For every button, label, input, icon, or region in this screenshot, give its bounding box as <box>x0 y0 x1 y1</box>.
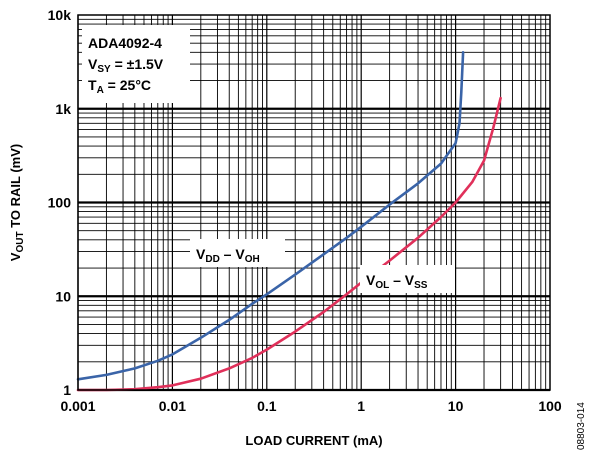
text-part: V <box>366 272 376 288</box>
series-layer <box>76 51 502 392</box>
text-part: V <box>196 246 206 262</box>
x-tick-label: 0.01 <box>159 398 186 414</box>
figure-id: 08803-014 <box>576 402 587 450</box>
text-part: = ±1.5V <box>111 56 164 72</box>
x-tick-label: 100 <box>538 398 562 414</box>
series-line-1 <box>76 96 502 392</box>
y-tick-label: 10k <box>48 7 72 23</box>
text-part: V <box>88 56 98 72</box>
y-tick-label: 1k <box>55 101 71 117</box>
text-part: = 25°C <box>104 77 151 93</box>
legend-line-0: ADA4092-4 <box>88 35 162 51</box>
y-tick-labels: 1 10 100 1k 10k <box>48 7 72 398</box>
series-label-1: VOL – VSS <box>366 272 428 291</box>
x-tick-label: 0.1 <box>257 398 277 414</box>
subscript-part: OUT <box>15 231 26 252</box>
text-part: T <box>88 77 97 93</box>
text-part: – V <box>389 272 415 288</box>
legend-line-2: TA = 25°C <box>88 77 151 96</box>
subscript-part: SS <box>414 280 428 291</box>
y-tick-label: 10 <box>55 288 71 304</box>
series-label-background <box>190 239 285 267</box>
series-label-0: VDD – VOH <box>196 246 260 265</box>
legend-box: ADA4092-4 VSY = ±1.5V TA = 25°C <box>82 25 190 103</box>
text-part: ADA4092-4 <box>88 35 162 51</box>
subscript-part: OH <box>245 254 260 265</box>
subscript-part: SY <box>97 64 111 75</box>
y-axis-title: VOUT TO RAIL (mV) <box>8 144 26 261</box>
series-line-0 <box>76 51 465 381</box>
subscript-part: OL <box>375 280 389 291</box>
legend-box-background <box>82 25 190 103</box>
plot-frame <box>77 14 551 391</box>
x-tick-label: 10 <box>448 398 464 414</box>
text-part: V <box>8 252 23 261</box>
text-part: – V <box>220 246 246 262</box>
x-tick-label: 0.001 <box>60 398 95 414</box>
y-tick-label: 100 <box>48 195 72 211</box>
x-axis-title: LOAD CURRENT (mA) <box>245 433 382 448</box>
text-part: TO RAIL (mV) <box>8 144 23 232</box>
y-tick-label: 1 <box>63 382 71 398</box>
legend-line-1: VSY = ±1.5V <box>88 56 164 75</box>
x-tick-label: 1 <box>357 398 365 414</box>
x-tick-labels: 0.001 0.01 0.1 1 10 100 <box>60 398 561 414</box>
series-label-background <box>360 265 455 293</box>
subscript-part: DD <box>205 254 219 265</box>
subscript-part: A <box>97 85 104 96</box>
